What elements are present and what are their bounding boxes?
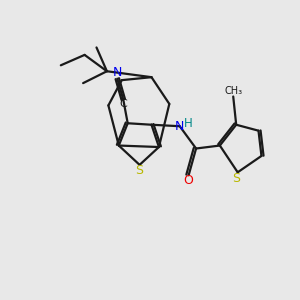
Text: N: N (112, 66, 122, 79)
Text: H: H (184, 117, 192, 130)
Text: C: C (119, 99, 127, 109)
Text: N: N (175, 120, 184, 133)
Text: CH₃: CH₃ (224, 85, 242, 96)
Text: O: O (184, 174, 194, 187)
Text: S: S (232, 172, 240, 185)
Text: S: S (136, 164, 144, 177)
